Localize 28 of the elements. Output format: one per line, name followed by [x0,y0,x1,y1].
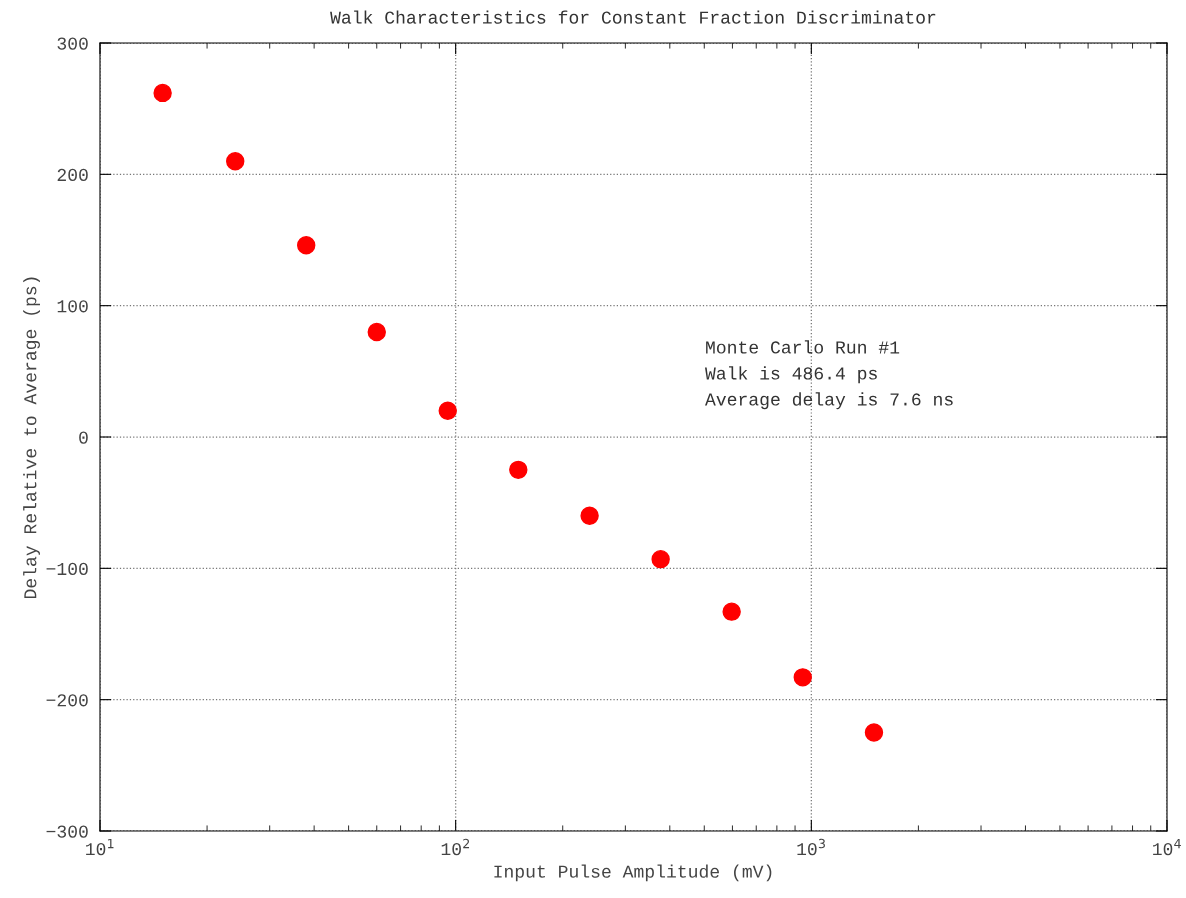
point [153,83,172,103]
y-tick-label: 200 [57,168,88,182]
point [297,236,316,255]
x-tick-label: 10$^{2}$ [441,838,470,856]
point [864,723,884,742]
y-tick-label: 0 [79,431,88,444]
annotation: Monte Carlo Run #1 [706,340,900,354]
x-tick-label: 10$^{1}$ [86,838,114,856]
x-tick-label: 10$^{4}$ [1153,838,1181,856]
point [793,668,812,687]
point [580,506,599,526]
point [722,602,741,621]
point [651,549,670,569]
x-tick-label: 10$^{3}$ [797,838,825,856]
y-tick-label: 300 [57,37,88,50]
y-tick-label: −300 [46,825,88,838]
y-axis-title: Delay Relative to Average (ps) [23,277,40,599]
chart-title: Walk Characteristics for Constant Fraction Discriminator [330,10,936,24]
point [509,460,528,480]
x-axis-title: Input Pulse Amplitude (mV) [494,864,772,882]
y-tick-label: −200 [46,694,88,707]
point [438,401,457,420]
annotation: Average delay is 7.6 ns [704,392,953,410]
point [226,151,245,171]
annotation: Walk is 486.4 ps [704,366,877,384]
y-tick-label: −100 [46,562,88,576]
y-tick-label: 100 [57,300,88,313]
point [367,322,386,342]
